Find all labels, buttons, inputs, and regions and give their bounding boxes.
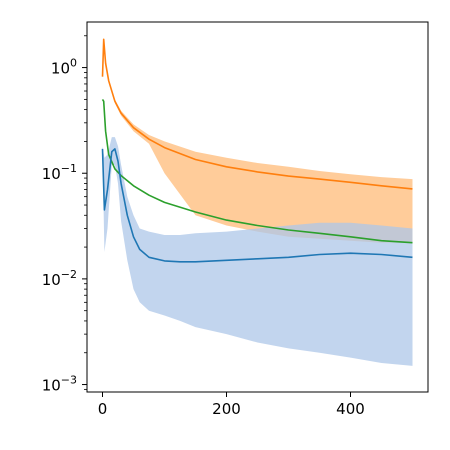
x-axis: 0 200 400 — [98, 392, 365, 418]
x-tick-label: 400 — [336, 400, 365, 418]
y-tick-label: 10−2 — [42, 268, 77, 289]
series-3-line — [101, 148, 413, 263]
series-2-line — [101, 98, 413, 244]
plot-frame — [86, 21, 429, 393]
series-1-band — [102, 38, 413, 243]
series-1-line — [101, 38, 413, 190]
y-tick-label: 10−3 — [42, 374, 77, 395]
y-tick-label: 100 — [51, 57, 77, 78]
x-tick-label: 0 — [98, 400, 108, 418]
series-3-band — [102, 137, 413, 366]
y-tick-label: 10−1 — [42, 162, 77, 183]
line-layer — [101, 38, 413, 263]
band-layer — [102, 38, 413, 366]
y-axis: 10−3 10−2 10−1 100 — [42, 35, 87, 395]
x-tick-label: 200 — [212, 400, 241, 418]
